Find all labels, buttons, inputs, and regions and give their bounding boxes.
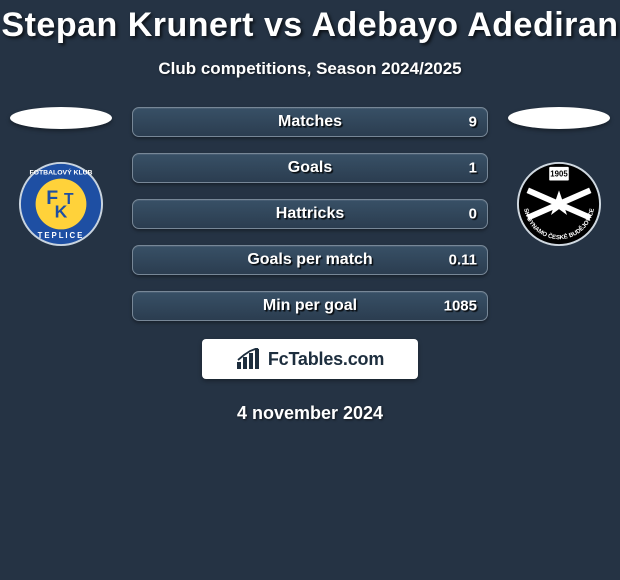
stat-label: Hattricks (276, 205, 344, 223)
stat-bar-goals: Goals 1 (132, 153, 488, 183)
stat-right: 0.11 (449, 252, 477, 269)
stat-right: 1 (469, 160, 477, 177)
bar-chart-icon (236, 348, 262, 370)
right-flag (508, 107, 610, 129)
stat-label: Goals per match (247, 251, 372, 269)
svg-text:FOTBALOVÝ KLUB: FOTBALOVÝ KLUB (30, 168, 93, 177)
svg-text:TEPLICE: TEPLICE (38, 231, 85, 240)
left-player-col: FOTBALOVÝ KLUB TEPLICE F T K (8, 107, 114, 247)
content-row: FOTBALOVÝ KLUB TEPLICE F T K Matches 9 G… (0, 107, 620, 321)
brand-logo-box: FcTables.com (202, 339, 418, 379)
stat-bar-hattricks: Hattricks 0 (132, 199, 488, 229)
brand-name: FcTables.com (268, 349, 384, 370)
stat-right: 0 (469, 206, 477, 223)
subtitle: Club competitions, Season 2024/2025 (0, 59, 620, 79)
left-club-badge: FOTBALOVÝ KLUB TEPLICE F T K (12, 161, 110, 247)
stat-label: Matches (278, 113, 342, 131)
stat-bar-matches: Matches 9 (132, 107, 488, 137)
svg-text:1905: 1905 (550, 170, 568, 179)
stats-col: Matches 9 Goals 1 Hattricks 0 Goals per … (114, 107, 506, 321)
page-title: Stepan Krunert vs Adebayo Adediran (0, 0, 620, 45)
stat-label: Goals (288, 159, 332, 177)
date-line: 4 november 2024 (0, 403, 620, 424)
left-flag (10, 107, 112, 129)
right-player-col: 1905 SK DYNAMO ČESKÉ BUDĚJOVICE (506, 107, 612, 247)
stat-label: Min per goal (263, 297, 357, 315)
stat-right: 9 (469, 114, 477, 131)
stat-bar-min-per-goal: Min per goal 1085 (132, 291, 488, 321)
right-club-badge: 1905 SK DYNAMO ČESKÉ BUDĚJOVICE (510, 161, 608, 247)
svg-text:K: K (55, 202, 68, 222)
stat-right: 1085 (444, 298, 477, 315)
stat-bar-goals-per-match: Goals per match 0.11 (132, 245, 488, 275)
